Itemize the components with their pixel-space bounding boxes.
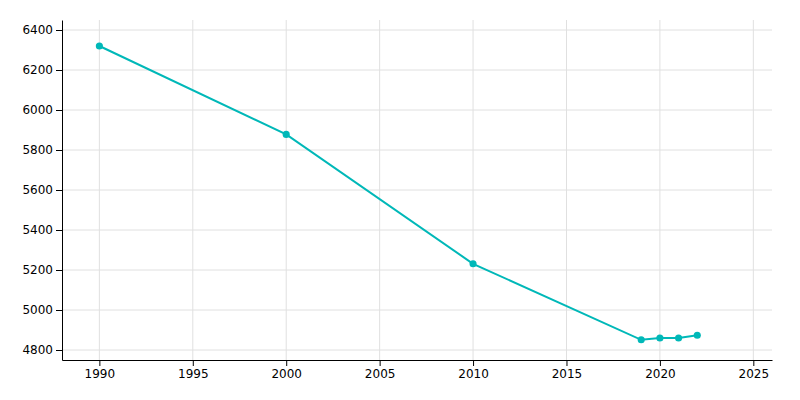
tick-mark <box>56 350 62 351</box>
tick: 5400 <box>22 223 62 237</box>
tick-mark <box>56 190 62 191</box>
tick: 2005 <box>365 360 396 381</box>
tick: 2025 <box>739 360 770 381</box>
tick-mark <box>56 270 62 271</box>
tick: 2000 <box>271 360 302 381</box>
grid <box>62 20 772 360</box>
point <box>656 334 663 341</box>
point <box>638 336 645 343</box>
grid-line-y <box>62 350 772 351</box>
tick-label: 5600 <box>22 183 53 197</box>
tick-label: 6200 <box>22 63 53 77</box>
tick-label: 4800 <box>22 343 53 357</box>
tick-label: 2010 <box>458 367 489 381</box>
tick: 5200 <box>22 263 62 277</box>
tick-mark <box>380 360 381 366</box>
tick-mark <box>286 360 287 366</box>
tick-label: 2020 <box>645 367 676 381</box>
grid-line-y <box>62 310 772 311</box>
y-axis: 4800 5000 5200 5400 5600 5800 6000 6200 6400 <box>22 21 62 361</box>
tick-mark <box>56 150 62 151</box>
tick-mark <box>566 360 567 366</box>
tick-label: 2015 <box>552 367 583 381</box>
tick-mark <box>56 310 62 311</box>
tick-label: 1995 <box>178 367 209 381</box>
tick: 5000 <box>22 303 62 317</box>
x-axis: 1990 1995 2000 2005 2010 2015 2020 2025 <box>63 360 773 381</box>
tick-mark <box>193 360 194 366</box>
tick-mark <box>56 30 62 31</box>
point <box>283 131 290 138</box>
tick-label: 1990 <box>85 367 116 381</box>
marks <box>96 42 701 343</box>
tick-mark <box>473 360 474 366</box>
tick-label: 5400 <box>22 223 53 237</box>
tick-label: 6400 <box>22 23 53 37</box>
tick-mark <box>753 360 754 366</box>
tick: 6000 <box>22 103 62 117</box>
tick-mark <box>56 70 62 71</box>
grid-line-y <box>62 150 772 151</box>
plot: 1990 1995 2000 2005 2010 2015 2020 2025 4800 5000… <box>22 20 772 381</box>
tick: 4800 <box>22 343 62 357</box>
grid-line-y <box>62 30 772 31</box>
axis-line <box>63 360 773 361</box>
tick-label: 2005 <box>365 367 396 381</box>
axis-line <box>62 21 63 361</box>
tick-mark <box>56 230 62 231</box>
tick-label: 5000 <box>22 303 53 317</box>
chart: 1990 1995 2000 2005 2010 2015 2020 2025 4800 5000… <box>0 0 800 400</box>
tick: 5600 <box>22 183 62 197</box>
tick: 1995 <box>178 360 209 381</box>
tick-mark <box>660 360 661 366</box>
grid-line-y <box>62 230 772 231</box>
tick-label: 2000 <box>271 367 302 381</box>
point <box>96 42 103 49</box>
tick: 2015 <box>552 360 583 381</box>
tick-label: 5800 <box>22 143 53 157</box>
tick: 6200 <box>22 63 62 77</box>
tick-label: 2025 <box>739 367 770 381</box>
tick-label: 5200 <box>22 263 53 277</box>
tick-label: 6000 <box>22 103 53 117</box>
point <box>469 260 476 267</box>
point <box>694 332 701 339</box>
grid-line-y <box>62 110 772 111</box>
line <box>99 46 697 340</box>
grid-line-y <box>62 70 772 71</box>
grid-line-y <box>62 190 772 191</box>
tick: 2010 <box>458 360 489 381</box>
tick-mark <box>99 360 100 366</box>
grid-line-y <box>62 270 772 271</box>
tick: 2020 <box>645 360 676 381</box>
tick: 6400 <box>22 23 62 37</box>
point <box>675 334 682 341</box>
tick: 5800 <box>22 143 62 157</box>
tick: 1990 <box>85 360 116 381</box>
tick-mark <box>56 110 62 111</box>
